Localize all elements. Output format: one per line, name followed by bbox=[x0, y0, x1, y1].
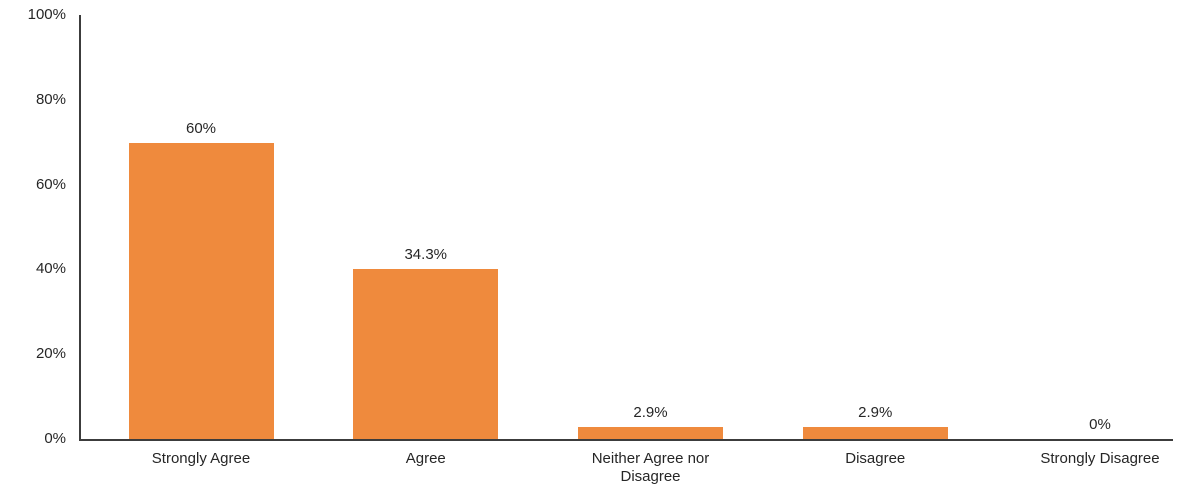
x-axis-labels: Strongly Agree Agree Neither Agree nor Dis… bbox=[0, 450, 1200, 494]
plot-area: 60% 34.3% 2.9% 2.9% 0% bbox=[79, 15, 1173, 441]
bar-value-label-strongly-agree: 60% bbox=[185, 119, 217, 137]
bar-value-label-agree: 34.3% bbox=[404, 245, 448, 263]
y-tick-label: 80% bbox=[35, 90, 66, 108]
x-label-strongly-agree: Strongly Agree bbox=[89, 450, 314, 468]
x-label-text: Strongly Agree bbox=[151, 450, 251, 467]
x-label-agree: Agree bbox=[313, 450, 538, 468]
bar-value-label-disagree: 2.9% bbox=[858, 403, 893, 421]
y-tick-label: 40% bbox=[35, 260, 66, 278]
x-label-neither-agree-nor-disagree: Neither Agree nor Disagree bbox=[538, 450, 763, 486]
bar-value-label-neither-agree-nor-disagree: 2.9% bbox=[633, 403, 668, 421]
y-tick-label: 0% bbox=[44, 430, 66, 447]
y-tick-label: 60% bbox=[35, 175, 66, 193]
bar-value-label-strongly-disagree: 0% bbox=[1089, 416, 1111, 433]
x-label-text: Strongly Disagree bbox=[1040, 450, 1160, 467]
bar-agree bbox=[353, 268, 499, 439]
y-axis-tick-labels: 100% 80% 60% 40% 20% 0% bbox=[0, 0, 66, 500]
x-label-text: Agree bbox=[405, 450, 446, 467]
x-label-text: Neither Agree nor Disagree bbox=[591, 450, 710, 485]
bar-neither-agree-nor-disagree bbox=[578, 426, 723, 439]
bar-strongly-agree bbox=[128, 142, 274, 439]
bar-disagree bbox=[802, 426, 948, 439]
x-label-disagree: Disagree bbox=[763, 450, 988, 468]
y-tick-label: 20% bbox=[35, 345, 66, 363]
x-label-text: Disagree bbox=[845, 450, 906, 467]
y-tick-label: 100% bbox=[27, 6, 66, 23]
x-label-strongly-disagree: Strongly Disagree bbox=[988, 450, 1200, 468]
